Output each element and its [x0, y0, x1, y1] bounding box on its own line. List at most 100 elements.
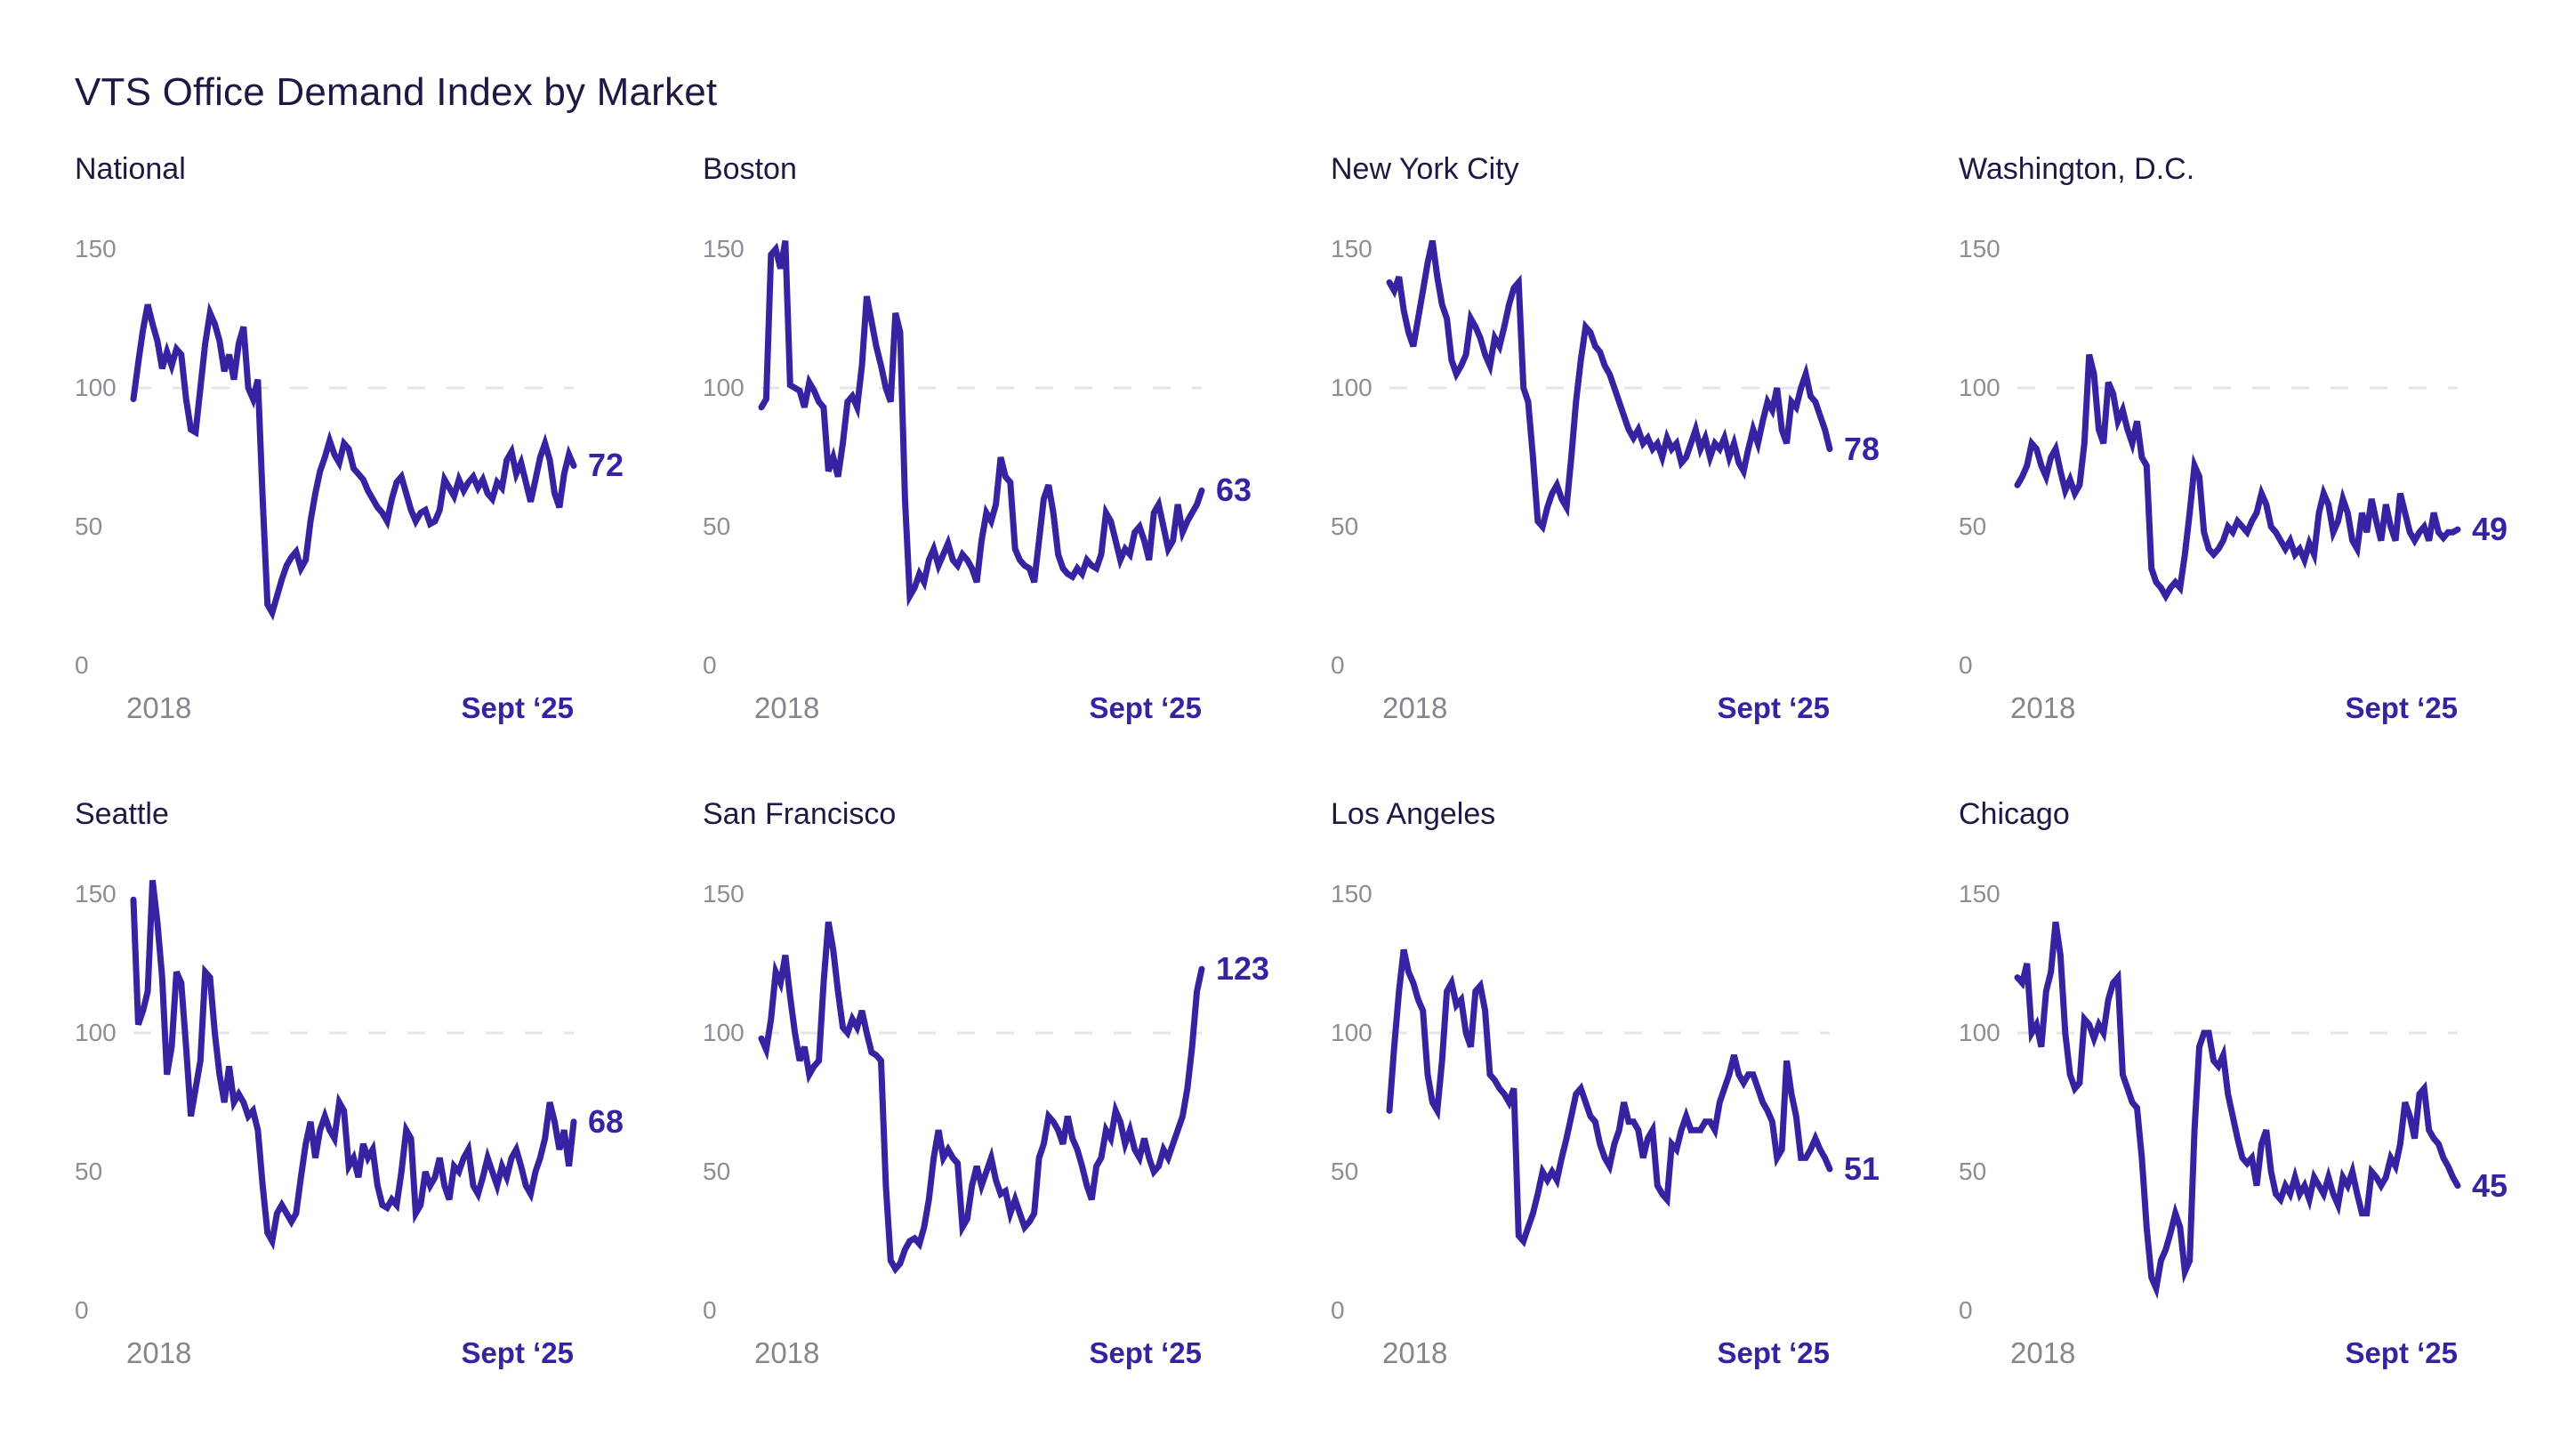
y-tick-0: 0: [1959, 651, 1973, 679]
x-start-label: 2018: [2010, 691, 2076, 724]
y-tick-150: 150: [703, 235, 745, 262]
line-chart: [758, 240, 1205, 608]
x-end-label: Sept ‘25: [1717, 691, 1830, 724]
end-value-label: 49: [2472, 511, 2508, 548]
plot-area: 150 100 50 0 123: [703, 859, 1308, 1324]
x-axis-labels: 2018 Sept ‘25: [2010, 692, 2458, 724]
demand-line: [2014, 353, 2461, 603]
x-axis-labels: 2018 Sept ‘25: [2010, 1337, 2458, 1369]
x-start-label: 2018: [126, 1336, 192, 1369]
x-end-label: Sept ‘25: [2345, 1336, 2458, 1369]
y-tick-50: 50: [703, 512, 731, 540]
y-tick-100: 100: [1959, 374, 2000, 401]
y-tick-0: 0: [1331, 651, 1345, 679]
chart-title: National: [75, 152, 186, 186]
x-end-label: Sept ‘25: [1089, 1336, 1202, 1369]
x-axis-labels: 2018 Sept ‘25: [1382, 692, 1830, 724]
y-tick-100: 100: [703, 374, 745, 401]
x-end-label: Sept ‘25: [1717, 1336, 1830, 1369]
y-tick-150: 150: [1959, 880, 2000, 908]
end-value-label: 123: [1216, 950, 1270, 988]
y-tick-50: 50: [1959, 512, 1987, 540]
x-axis-labels: 2018 Sept ‘25: [126, 1337, 574, 1369]
chart-title: Chicago: [1959, 797, 2070, 831]
chart-title: Washington, D.C.: [1959, 152, 2195, 186]
plot-area: 150 100 50 0 63: [703, 214, 1308, 679]
chart-title: Seattle: [75, 797, 169, 831]
chart-boston: Boston 150 100 50 0 63 2018 Sept ‘25: [703, 151, 1331, 738]
y-tick-50: 50: [1331, 512, 1359, 540]
line-chart: [758, 921, 1205, 1275]
x-start-label: 2018: [1382, 691, 1448, 724]
demand-line: [130, 302, 577, 621]
x-start-label: 2018: [1382, 1336, 1448, 1369]
chart-los-angeles: Los Angeles 150 100 50 0 51 2018 Sept ‘2…: [1331, 796, 1959, 1383]
y-tick-100: 100: [1331, 1019, 1373, 1046]
y-tick-0: 0: [1331, 1296, 1345, 1324]
line-chart: [130, 302, 577, 621]
y-tick-100: 100: [75, 374, 117, 401]
chart-title: Los Angeles: [1331, 797, 1496, 831]
y-tick-150: 150: [1331, 235, 1373, 262]
y-tick-150: 150: [1331, 880, 1373, 908]
demand-line: [758, 240, 1205, 608]
y-tick-100: 100: [75, 1019, 117, 1046]
y-tick-50: 50: [703, 1158, 731, 1185]
plot-area: 150 100 50 0 45: [1959, 859, 2564, 1324]
y-tick-100: 100: [1959, 1019, 2000, 1046]
y-tick-0: 0: [1959, 1296, 1973, 1324]
chart-title: Boston: [703, 152, 797, 186]
x-end-label: Sept ‘25: [461, 691, 574, 724]
x-axis-labels: 2018 Sept ‘25: [754, 1337, 1202, 1369]
chart-washington-dc: Washington, D.C. 150 100 50 0 49 2018 Se…: [1959, 151, 2576, 738]
line-chart: [1386, 239, 1833, 534]
y-tick-150: 150: [703, 880, 745, 908]
y-tick-100: 100: [703, 1019, 745, 1046]
end-value-label: 72: [588, 447, 624, 484]
demand-line: [130, 879, 577, 1251]
chart-new-york-city: New York City 150 100 50 0 78 2018 Sept …: [1331, 151, 1959, 738]
end-value-label: 45: [2472, 1166, 2508, 1204]
plot-area: 150 100 50 0 68: [75, 859, 680, 1324]
x-end-label: Sept ‘25: [1089, 691, 1202, 724]
y-tick-50: 50: [75, 1158, 103, 1185]
x-start-label: 2018: [126, 691, 192, 724]
line-chart: [130, 879, 577, 1251]
line-chart: [2014, 921, 2461, 1300]
chart-title: San Francisco: [703, 797, 897, 831]
y-tick-150: 150: [1959, 235, 2000, 262]
y-tick-150: 150: [75, 235, 117, 262]
x-start-label: 2018: [2010, 1336, 2076, 1369]
end-value-label: 78: [1844, 430, 1880, 467]
end-value-label: 68: [588, 1102, 624, 1140]
y-tick-50: 50: [1959, 1158, 1987, 1185]
chart-title: New York City: [1331, 152, 1519, 186]
y-tick-0: 0: [75, 651, 89, 679]
x-start-label: 2018: [754, 691, 820, 724]
demand-line: [1386, 239, 1833, 534]
plot-area: 150 100 50 0 49: [1959, 214, 2564, 679]
x-axis-labels: 2018 Sept ‘25: [754, 692, 1202, 724]
x-axis-labels: 2018 Sept ‘25: [126, 692, 574, 724]
chart-national: National 150 100 50 0 72 2018 Sept ‘25: [75, 151, 703, 738]
y-tick-100: 100: [1331, 374, 1373, 401]
line-chart: [2014, 353, 2461, 603]
y-tick-150: 150: [75, 880, 117, 908]
y-tick-0: 0: [75, 1296, 89, 1324]
chart-san-francisco: San Francisco 150 100 50 0 123 2018 Sept…: [703, 796, 1331, 1383]
y-tick-50: 50: [1331, 1158, 1359, 1185]
chart-chicago: Chicago 150 100 50 0 45 2018 Sept ‘25: [1959, 796, 2576, 1383]
y-tick-0: 0: [703, 1296, 717, 1324]
plot-area: 150 100 50 0 78: [1331, 214, 1936, 679]
x-axis-labels: 2018 Sept ‘25: [1382, 1337, 1830, 1369]
x-start-label: 2018: [754, 1336, 820, 1369]
end-value-label: 51: [1844, 1150, 1880, 1187]
plot-area: 150 100 50 0 51: [1331, 859, 1936, 1324]
demand-line: [1386, 948, 1833, 1247]
plot-area: 150 100 50 0 72: [75, 214, 680, 679]
chart-seattle: Seattle 150 100 50 0 68 2018 Sept ‘25: [75, 796, 703, 1383]
charts-grid: National 150 100 50 0 72 2018 Sept ‘25 B…: [75, 151, 2576, 1383]
y-tick-0: 0: [703, 651, 717, 679]
end-value-label: 63: [1216, 472, 1252, 509]
x-end-label: Sept ‘25: [2345, 691, 2458, 724]
